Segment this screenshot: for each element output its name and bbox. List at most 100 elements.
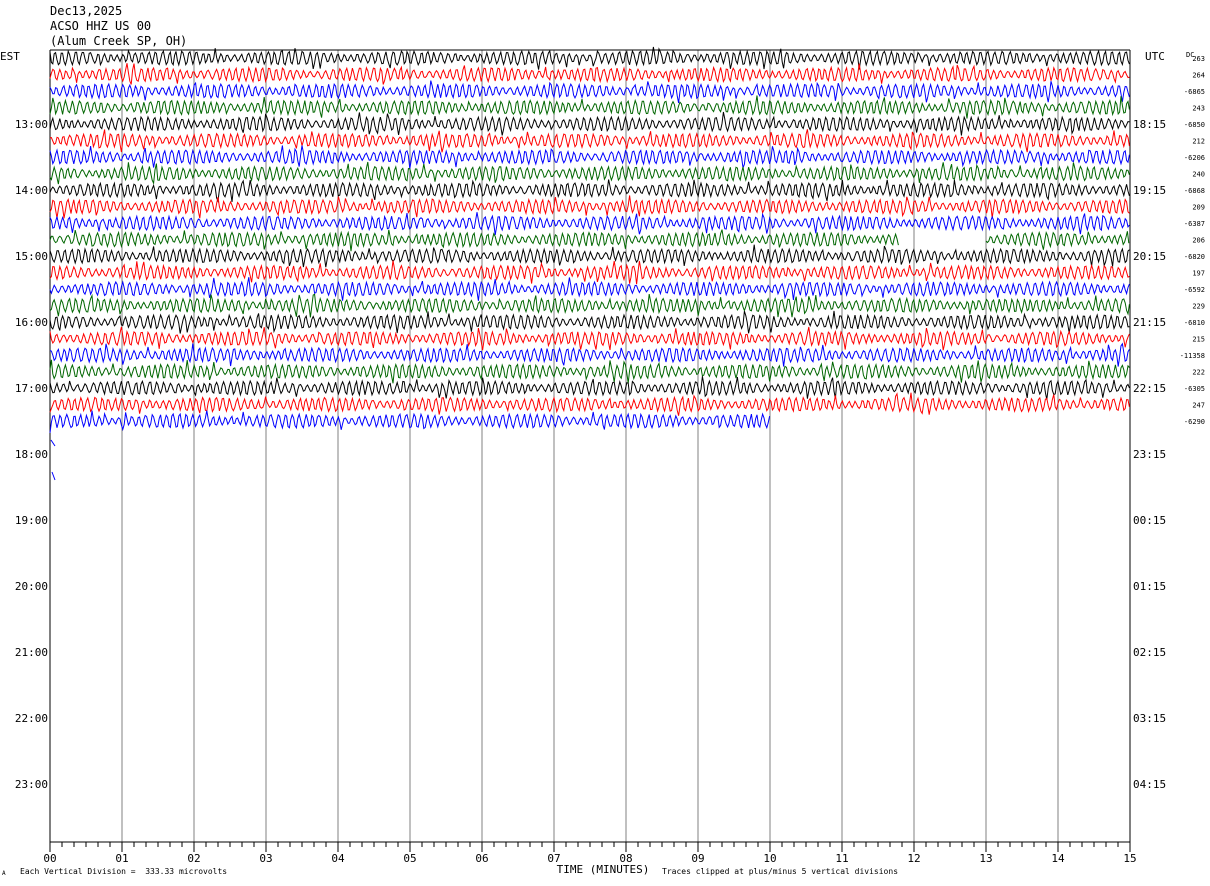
x-tick-label: 14 [1051,852,1065,865]
seismic-trace [49,129,1130,153]
station-code: ACSO HHZ US 00 [50,19,152,33]
est-hour-label: 17:00 [15,382,48,395]
dc-offset-label: -6865 [1184,88,1205,96]
est-hour-label: 20:00 [15,580,48,593]
est-hour-label: 21:00 [15,646,48,659]
left-timezone-label: EST [0,50,20,63]
utc-hour-label: 18:15 [1133,118,1166,131]
x-tick-label: 07 [547,852,560,865]
seismic-trace [49,410,771,433]
seismic-trace [49,212,1130,235]
utc-hour-label: 20:15 [1133,250,1166,263]
seismic-trace [49,293,1130,318]
x-tick-label: 00 [43,852,56,865]
seismic-trace [49,392,1130,416]
hour-labels: EST UTC DC 13:00 18:15 14:00 19:15 15:00 20:15 16… [0,50,1205,791]
seismic-trace [49,195,1130,219]
clip-note: Traces clipped at plus/minus 5 vertical … [662,867,899,876]
utc-hour-label: 19:15 [1133,184,1166,197]
x-tick-label: 09 [691,852,704,865]
seismic-trace [49,63,1130,85]
est-hour-label: 19:00 [15,514,48,527]
dc-offset-label: 212 [1192,138,1205,146]
seismic-trace [49,145,1130,170]
dc-offset-label: 206 [1192,237,1205,245]
x-tick-label: 06 [475,852,488,865]
utc-hour-label: 02:15 [1133,646,1166,659]
dc-offset-label: -6820 [1184,253,1205,261]
x-tick-label: 10 [763,852,776,865]
x-tick-label: 02 [187,852,200,865]
seismic-trace [49,277,1130,301]
seismic-trace [49,229,899,252]
dc-offset-label: 264 [1192,72,1205,80]
seismic-trace [49,326,1130,351]
x-tick-label: 13 [979,852,992,865]
x-tick-label: 08 [619,852,632,865]
dc-offset-label: 243 [1192,105,1205,113]
seismic-trace [49,111,1130,136]
station-location: (Alum Creek SP, OH) [50,34,188,48]
x-tick-label: 03 [259,852,272,865]
seismic-trace [49,161,1130,186]
seismic-trace [49,95,1130,119]
seismic-trace [49,359,1130,384]
seismic-trace [49,342,1130,367]
seismic-trace [49,80,1130,104]
est-hour-label: 13:00 [15,118,48,131]
dc-offset-label: -6592 [1184,286,1205,294]
utc-hour-label: 00:15 [1133,514,1166,527]
dc-offset-label: -6290 [1184,418,1205,426]
est-hour-label: 14:00 [15,184,48,197]
est-hour-label: 23:00 [15,778,48,791]
seismic-trace [49,244,1130,268]
est-hour-label: 22:00 [15,712,48,725]
x-tick-label: 15 [1123,852,1136,865]
dc-offset-label: -6206 [1184,154,1205,162]
x-tick-label: 05 [403,852,416,865]
dc-offset-label: 247 [1192,402,1205,410]
utc-hour-label: 01:15 [1133,580,1166,593]
est-hour-label: 16:00 [15,316,48,329]
seismic-trace [49,46,1130,70]
plot-date: Dec13,2025 [50,4,123,18]
seismic-trace [49,376,1130,400]
dc-offset-label: 209 [1192,204,1205,212]
x-tick-label: 11 [835,852,848,865]
right-timezone-label: UTC [1145,50,1165,63]
dc-offset-label: 222 [1192,369,1205,377]
dc-offset-label: -11358 [1180,352,1205,360]
dc-offset-label: 197 [1192,270,1205,278]
dc-offset-label: 215 [1192,336,1205,344]
dc-offset-label: -6868 [1184,187,1205,195]
corner-mark: A [2,870,6,877]
trace-tail [50,439,56,481]
utc-hour-label: 22:15 [1133,382,1166,395]
dc-offset-label: 263 [1192,55,1205,63]
dc-offset-label: 240 [1192,171,1205,179]
dc-offset-label: -6850 [1184,121,1205,129]
dc-header-label: DC [1186,51,1194,59]
scale-note: Each Vertical Division = 333.33 microvol… [20,867,228,876]
utc-hour-label: 21:15 [1133,316,1166,329]
x-tick-label: 01 [115,852,128,865]
dc-offset-label: 229 [1192,303,1205,311]
x-tick-label: 04 [331,852,345,865]
seismic-traces [49,46,1130,481]
dc-offset-label: -6810 [1184,319,1205,327]
utc-hour-label: 04:15 [1133,778,1166,791]
time-axis: 00 01 02 03 04 05 06 07 08 09 10 11 12 13 14 15 TIME (MI… [43,842,1137,876]
est-hour-label: 15:00 [15,250,48,263]
seismic-trace [49,179,1130,203]
utc-hour-label: 23:15 [1133,448,1166,461]
dc-offset-label: -6387 [1184,220,1205,228]
seismic-trace [985,230,1130,250]
seismic-trace [49,310,1130,334]
x-axis-label: TIME (MINUTES) [557,863,650,876]
x-tick-label: 12 [907,852,920,865]
utc-hour-label: 03:15 [1133,712,1166,725]
dc-offset-label: -6305 [1184,385,1205,393]
seismic-trace [49,260,1130,285]
est-hour-label: 18:00 [15,448,48,461]
